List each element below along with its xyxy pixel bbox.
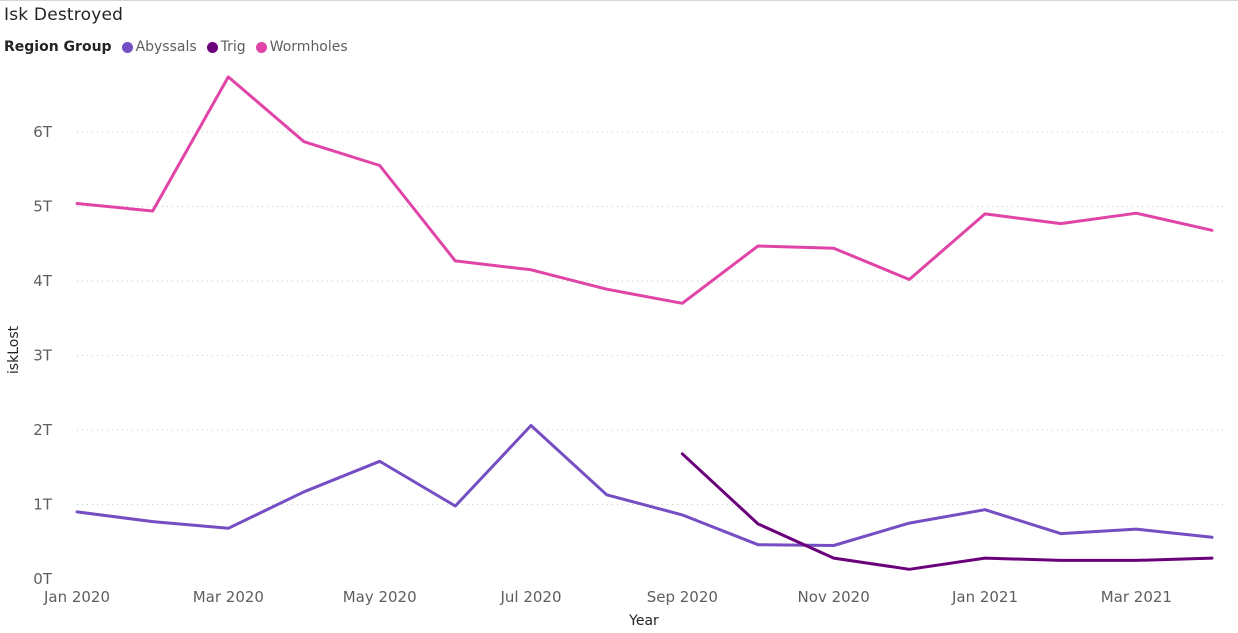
y-tick-label: 3T	[33, 347, 53, 365]
x-tick-label: Jul 2020	[499, 588, 561, 606]
legend-marker-wormholes	[255, 41, 267, 53]
series-line-abyssals[interactable]	[75, 424, 1214, 547]
x-tick-label: Jan 2020	[43, 588, 110, 606]
x-tick-label: Jan 2021	[951, 588, 1018, 606]
legend-label-wormholes: Wormholes	[269, 39, 348, 55]
x-tick-label: May 2020	[343, 588, 417, 606]
y-tick-label: 4T	[33, 272, 53, 290]
legend-marker-abyssals	[121, 41, 133, 53]
y-tick-label: 0T	[33, 570, 53, 588]
gridlines	[77, 131, 1226, 505]
y-axis-title: iskLost	[6, 325, 22, 374]
x-tick-label: Mar 2020	[193, 588, 264, 606]
legend-item-wormholes[interactable]: Wormholes	[255, 39, 348, 55]
series-line-trig[interactable]	[680, 452, 1214, 571]
y-tick-label: 2T	[33, 421, 53, 439]
chart-title: Isk Destroyed	[4, 5, 124, 25]
x-tick-label: Nov 2020	[798, 588, 870, 606]
x-tick-label: Mar 2021	[1101, 588, 1172, 606]
y-tick-label: 6T	[33, 123, 53, 141]
legend-marker-trig	[206, 41, 218, 53]
legend-item-trig[interactable]: Trig	[206, 39, 246, 55]
y-tick-label: 5T	[33, 198, 53, 216]
x-tick-label: Sep 2020	[647, 588, 718, 606]
legend: Region Group Abyssals Trig Wormholes	[4, 39, 354, 55]
legend-label-abyssals: Abyssals	[135, 39, 197, 55]
legend-title: Region Group	[4, 39, 112, 55]
series-lines	[75, 75, 1214, 571]
y-axis-ticks: 0T 1T 2T 3T 4T 5T 6T	[33, 123, 53, 588]
x-axis-ticks: Jan 2020 Mar 2020 May 2020 Jul 2020 Sep 2020…	[43, 588, 1172, 606]
legend-label-trig: Trig	[220, 39, 246, 55]
x-axis-title: Year	[628, 613, 659, 629]
series-line-wormholes[interactable]	[75, 75, 1214, 305]
legend-item-abyssals[interactable]: Abyssals	[121, 39, 197, 55]
y-tick-label: 1T	[33, 496, 53, 514]
